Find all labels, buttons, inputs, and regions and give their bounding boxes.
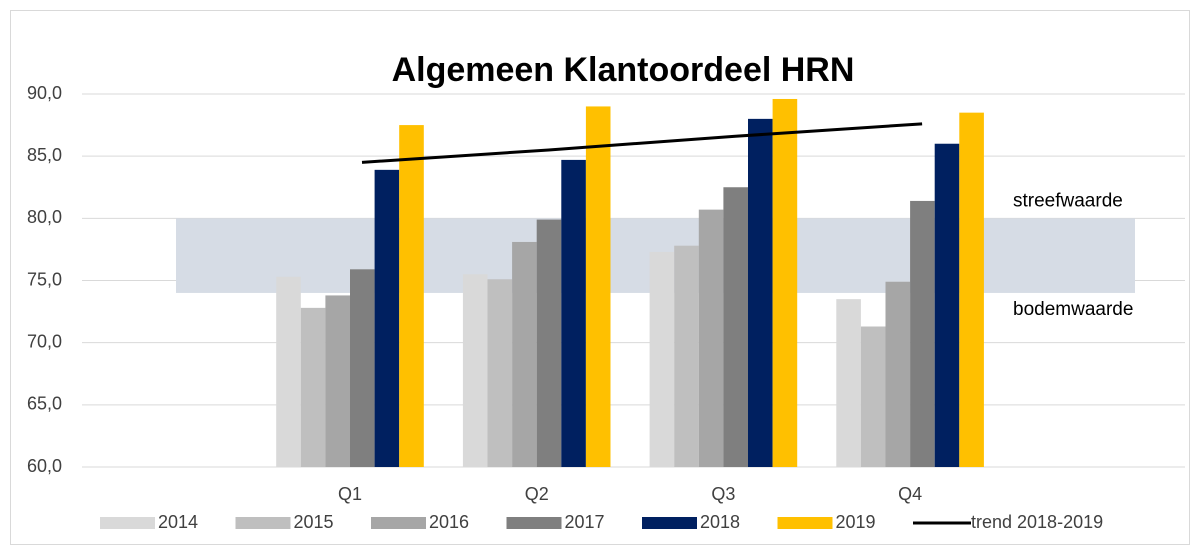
y-tick-label: 90,0 (27, 83, 62, 103)
legend-swatch (777, 517, 833, 529)
bar (772, 98, 798, 468)
y-tick-label: 60,0 (27, 456, 62, 476)
y-tick-label: 75,0 (27, 269, 62, 289)
legend-swatch (100, 517, 155, 529)
y-tick-label: 85,0 (27, 145, 62, 165)
bar (836, 299, 861, 467)
bar (374, 169, 400, 468)
y-tick-label: 70,0 (27, 331, 62, 351)
bar (350, 269, 375, 467)
bar (649, 251, 675, 467)
legend-label: trend 2018-2019 (971, 512, 1103, 532)
legend-label: 2019 (836, 512, 876, 532)
legend-swatch (642, 517, 697, 529)
annotation: streefwaarde (1013, 190, 1123, 211)
bar (885, 281, 911, 467)
bar (674, 245, 699, 467)
x-tick-label: Q4 (898, 484, 922, 504)
bar (487, 279, 513, 467)
bar (512, 241, 537, 467)
annotation: bodemwaarde (1013, 299, 1133, 320)
bar (959, 112, 984, 468)
trend-line (361, 122, 923, 164)
bar (585, 106, 611, 467)
legend-label: 2016 (429, 512, 469, 532)
bar (910, 200, 935, 467)
bar (325, 295, 350, 467)
y-tick-label: 80,0 (27, 207, 62, 227)
bar (536, 219, 562, 467)
legend-swatch (506, 517, 562, 529)
legend-label: 2018 (700, 512, 740, 532)
legend-label: 2015 (294, 512, 334, 532)
legend-swatch (235, 517, 291, 529)
bar (934, 143, 960, 467)
legend-swatch (371, 517, 426, 529)
legend-label: 2014 (158, 512, 198, 532)
bar (698, 209, 724, 467)
bar (561, 159, 586, 467)
bar (860, 326, 886, 467)
bar (300, 307, 326, 467)
bar (723, 187, 748, 467)
x-tick-label: Q2 (525, 484, 549, 504)
bar (276, 276, 301, 467)
bar (462, 274, 488, 467)
bar (399, 125, 424, 467)
legend-label: 2017 (565, 512, 605, 532)
y-tick-label: 65,0 (27, 394, 62, 414)
x-tick-label: Q3 (711, 484, 735, 504)
bar (748, 118, 773, 467)
x-tick-label: Q1 (338, 484, 362, 504)
chart-title: Algemeen Klantoordeel HRN (392, 51, 855, 89)
